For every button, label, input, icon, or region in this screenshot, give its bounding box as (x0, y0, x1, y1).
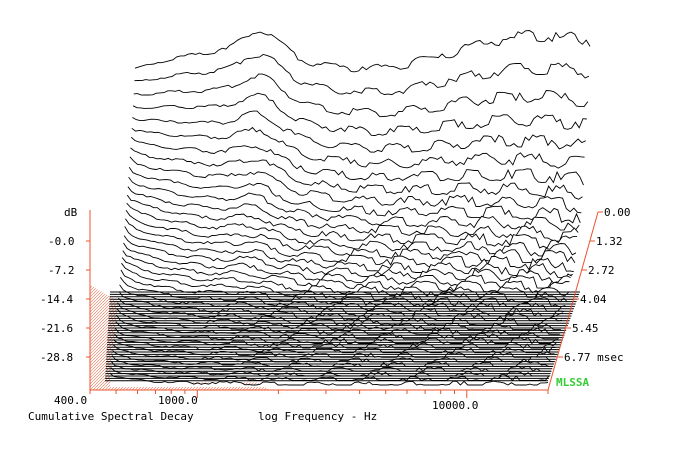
chart-title: Cumulative Spectral Decay (28, 410, 194, 423)
decay-slice (131, 126, 585, 169)
decay-slice-fill (121, 263, 568, 304)
y-axis-label: dB (64, 206, 78, 219)
decay-slice (123, 235, 572, 284)
decay-slice (119, 277, 566, 312)
decay-slice (127, 186, 579, 242)
z-axis-line (547, 211, 599, 391)
decay-slice (128, 167, 581, 224)
decay-slice (124, 226, 573, 278)
y-tick-label: -14.4 (40, 293, 73, 306)
z-tick-label: 1.32 (596, 235, 623, 248)
y-tick-label: -7.2 (48, 264, 75, 277)
decay-slice (130, 147, 583, 200)
decay-slices (105, 30, 591, 387)
y-tick-label: -21.6 (40, 322, 73, 335)
mlssa-brand: MLSSA (556, 376, 589, 389)
axes (89, 210, 599, 391)
y-tick-label: -28.8 (40, 351, 73, 364)
decay-slice (115, 321, 558, 345)
decay-slice-fill (117, 308, 560, 337)
x-axis-label: log Frequency - Hz (258, 410, 377, 423)
decay-slice (134, 54, 590, 96)
z-tick-label: 2.72 (588, 264, 615, 277)
x-tick-label: 400.0 (54, 394, 87, 407)
y-tick-label: -0.0 (48, 235, 75, 248)
decay-slice (128, 176, 580, 231)
decay-slice (132, 110, 586, 153)
tick-marks (86, 211, 603, 398)
decay-slice (130, 136, 584, 186)
z-tick-label: 4.04 (580, 293, 607, 306)
decay-slice (126, 194, 578, 249)
decay-slice-fill (116, 315, 559, 341)
z-tick-label: 5.45 (572, 322, 599, 335)
decay-slice (129, 156, 582, 214)
x-tick-label: 1000.0 (158, 394, 198, 407)
z-tick-label: 6.77 msec (564, 351, 624, 364)
decay-slice (133, 73, 589, 118)
decay-slice (123, 242, 571, 289)
decay-slice-fill (110, 373, 548, 387)
z-tick-label: 0.00 (604, 206, 631, 219)
decay-slice (125, 218, 574, 273)
x-tick-label: 10000.0 (432, 399, 478, 412)
decay-slice (132, 92, 587, 136)
decay-slice (114, 333, 556, 354)
decay-slice (122, 250, 570, 294)
decay-slice (134, 30, 591, 73)
